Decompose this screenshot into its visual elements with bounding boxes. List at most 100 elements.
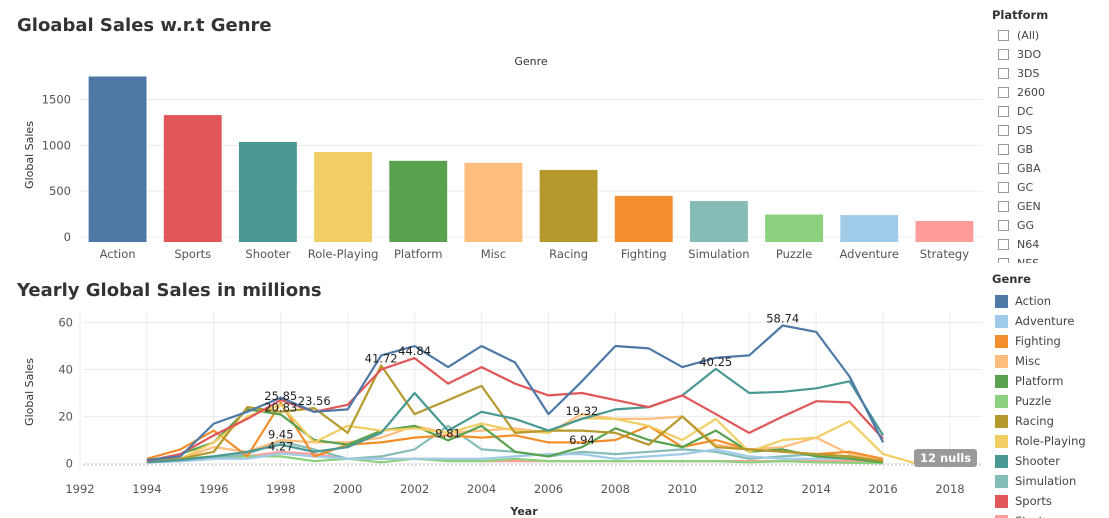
legend-label: Fighting — [1015, 334, 1061, 348]
legend-swatch — [995, 494, 1008, 508]
legend-label: Shooter — [1015, 454, 1060, 468]
line-y-tick-label: 20 — [58, 410, 73, 424]
line-y-tick-label: 40 — [58, 363, 73, 377]
platform-option[interactable]: 3DS — [992, 64, 1104, 83]
legend-item[interactable]: Platform — [992, 371, 1104, 391]
bar — [464, 162, 523, 242]
bar — [689, 201, 748, 242]
bar-x-tick-label: Shooter — [245, 247, 290, 261]
checkbox-icon[interactable] — [998, 201, 1009, 212]
checkbox-icon[interactable] — [998, 144, 1009, 155]
bar-x-tick-label: Role-Playing — [308, 247, 379, 261]
line-x-tick-label: 2010 — [668, 482, 697, 496]
legend-label: Sports — [1015, 494, 1052, 508]
line-x-axis-title: Year — [509, 505, 538, 518]
line-x-tick-label: 2018 — [935, 482, 964, 496]
line-x-tick-label: 1998 — [266, 482, 295, 496]
bar — [614, 195, 673, 242]
checkbox-icon[interactable] — [998, 106, 1009, 117]
platform-filter-title: Platform — [992, 8, 1049, 22]
legend-swatch — [995, 374, 1008, 388]
legend-item[interactable]: Simulation — [992, 471, 1104, 491]
legend-label: Role-Playing — [1015, 434, 1086, 448]
bar-y-tick-label: 0 — [64, 230, 71, 244]
line-x-tick-label: 2008 — [601, 482, 630, 496]
data-label: 40.25 — [699, 355, 732, 369]
data-label: 20.83 — [264, 401, 297, 415]
legend-item[interactable]: Fighting — [992, 331, 1104, 351]
checkbox-icon[interactable] — [998, 239, 1009, 250]
platform-option[interactable]: 2600 — [992, 83, 1104, 102]
platform-option[interactable]: GC — [992, 178, 1104, 197]
line-x-tick-label: 2002 — [400, 482, 429, 496]
platform-option[interactable]: (All) — [992, 26, 1104, 45]
platform-option[interactable]: DC — [992, 102, 1104, 121]
genre-legend-title: Genre — [992, 272, 1031, 286]
data-label: 9.45 — [268, 427, 294, 441]
bar-y-tick-label: 1500 — [42, 93, 71, 107]
legend-swatch — [995, 454, 1008, 468]
bar-x-tick-label: Sports — [174, 247, 211, 261]
platform-option-label: GB — [1017, 143, 1034, 156]
line-y-tick-label: 60 — [58, 316, 73, 330]
legend-swatch — [995, 414, 1008, 428]
legend-item[interactable]: Shooter — [992, 451, 1104, 471]
checkbox-icon[interactable] — [998, 30, 1009, 41]
genre-legend: Genre Action Adventure Fighting Misc Platfor… — [992, 272, 1104, 518]
line-x-tick-label: 2014 — [802, 482, 831, 496]
bar-x-tick-label: Simulation — [688, 247, 749, 261]
legend-swatch — [995, 474, 1008, 488]
bar-x-tick-label: Racing — [549, 247, 588, 261]
nulls-indicator[interactable]: 12 nulls — [914, 449, 977, 467]
platform-option-label: 3DO — [1017, 48, 1042, 61]
legend-item[interactable]: Strategy — [992, 511, 1104, 518]
platform-option[interactable]: GG — [992, 216, 1104, 235]
platform-option-label: 3DS — [1017, 67, 1040, 80]
platform-option[interactable]: DS — [992, 121, 1104, 140]
series-line-racing — [146, 364, 884, 463]
checkbox-icon[interactable] — [998, 87, 1009, 98]
bar — [915, 220, 974, 242]
platform-option[interactable]: 3DO — [992, 45, 1104, 64]
legend-swatch — [995, 354, 1008, 368]
platform-option-label: GC — [1017, 181, 1034, 194]
legend-item[interactable]: Sports — [992, 491, 1104, 511]
platform-option-label: NES — [1017, 257, 1039, 263]
legend-label: Adventure — [1015, 314, 1075, 328]
platform-option[interactable]: NES — [992, 254, 1104, 263]
platform-option[interactable]: GBA — [992, 159, 1104, 178]
bar-column-header: Genre — [514, 55, 548, 68]
data-label: 58.74 — [766, 311, 799, 325]
bar-x-tick-label: Strategy — [920, 247, 969, 261]
platform-option-label: GG — [1017, 219, 1035, 232]
data-label: 9.81 — [435, 426, 461, 440]
checkbox-icon[interactable] — [998, 68, 1009, 79]
checkbox-icon[interactable] — [998, 49, 1009, 60]
bar — [539, 169, 598, 242]
bar-y-axis-title: Global Sales — [23, 121, 36, 189]
legend-label: Racing — [1015, 414, 1054, 428]
bar — [238, 141, 297, 242]
legend-item[interactable]: Misc — [992, 351, 1104, 371]
series-line-action — [146, 324, 885, 462]
platform-option[interactable]: GB — [992, 140, 1104, 159]
platform-option[interactable]: GEN — [992, 197, 1104, 216]
bar-chart-title: Gloabal Sales w.r.t Genre — [17, 15, 272, 36]
platform-option-label: DC — [1017, 105, 1034, 118]
platform-option[interactable]: N64 — [992, 235, 1104, 254]
legend-swatch — [995, 434, 1008, 448]
legend-item[interactable]: Puzzle — [992, 391, 1104, 411]
line-x-tick-label: 2004 — [467, 482, 496, 496]
platform-option-label: (All) — [1017, 29, 1040, 42]
legend-item[interactable]: Racing — [992, 411, 1104, 431]
legend-item[interactable]: Action — [992, 291, 1104, 311]
legend-item[interactable]: Adventure — [992, 311, 1104, 331]
checkbox-icon[interactable] — [998, 163, 1009, 174]
bar-x-tick-label: Action — [100, 247, 136, 261]
checkbox-icon[interactable] — [998, 258, 1009, 263]
checkbox-icon[interactable] — [998, 125, 1009, 136]
legend-item[interactable]: Role-Playing — [992, 431, 1104, 451]
checkbox-icon[interactable] — [998, 182, 1009, 193]
data-label: 4.27 — [268, 439, 294, 453]
checkbox-icon[interactable] — [998, 220, 1009, 231]
